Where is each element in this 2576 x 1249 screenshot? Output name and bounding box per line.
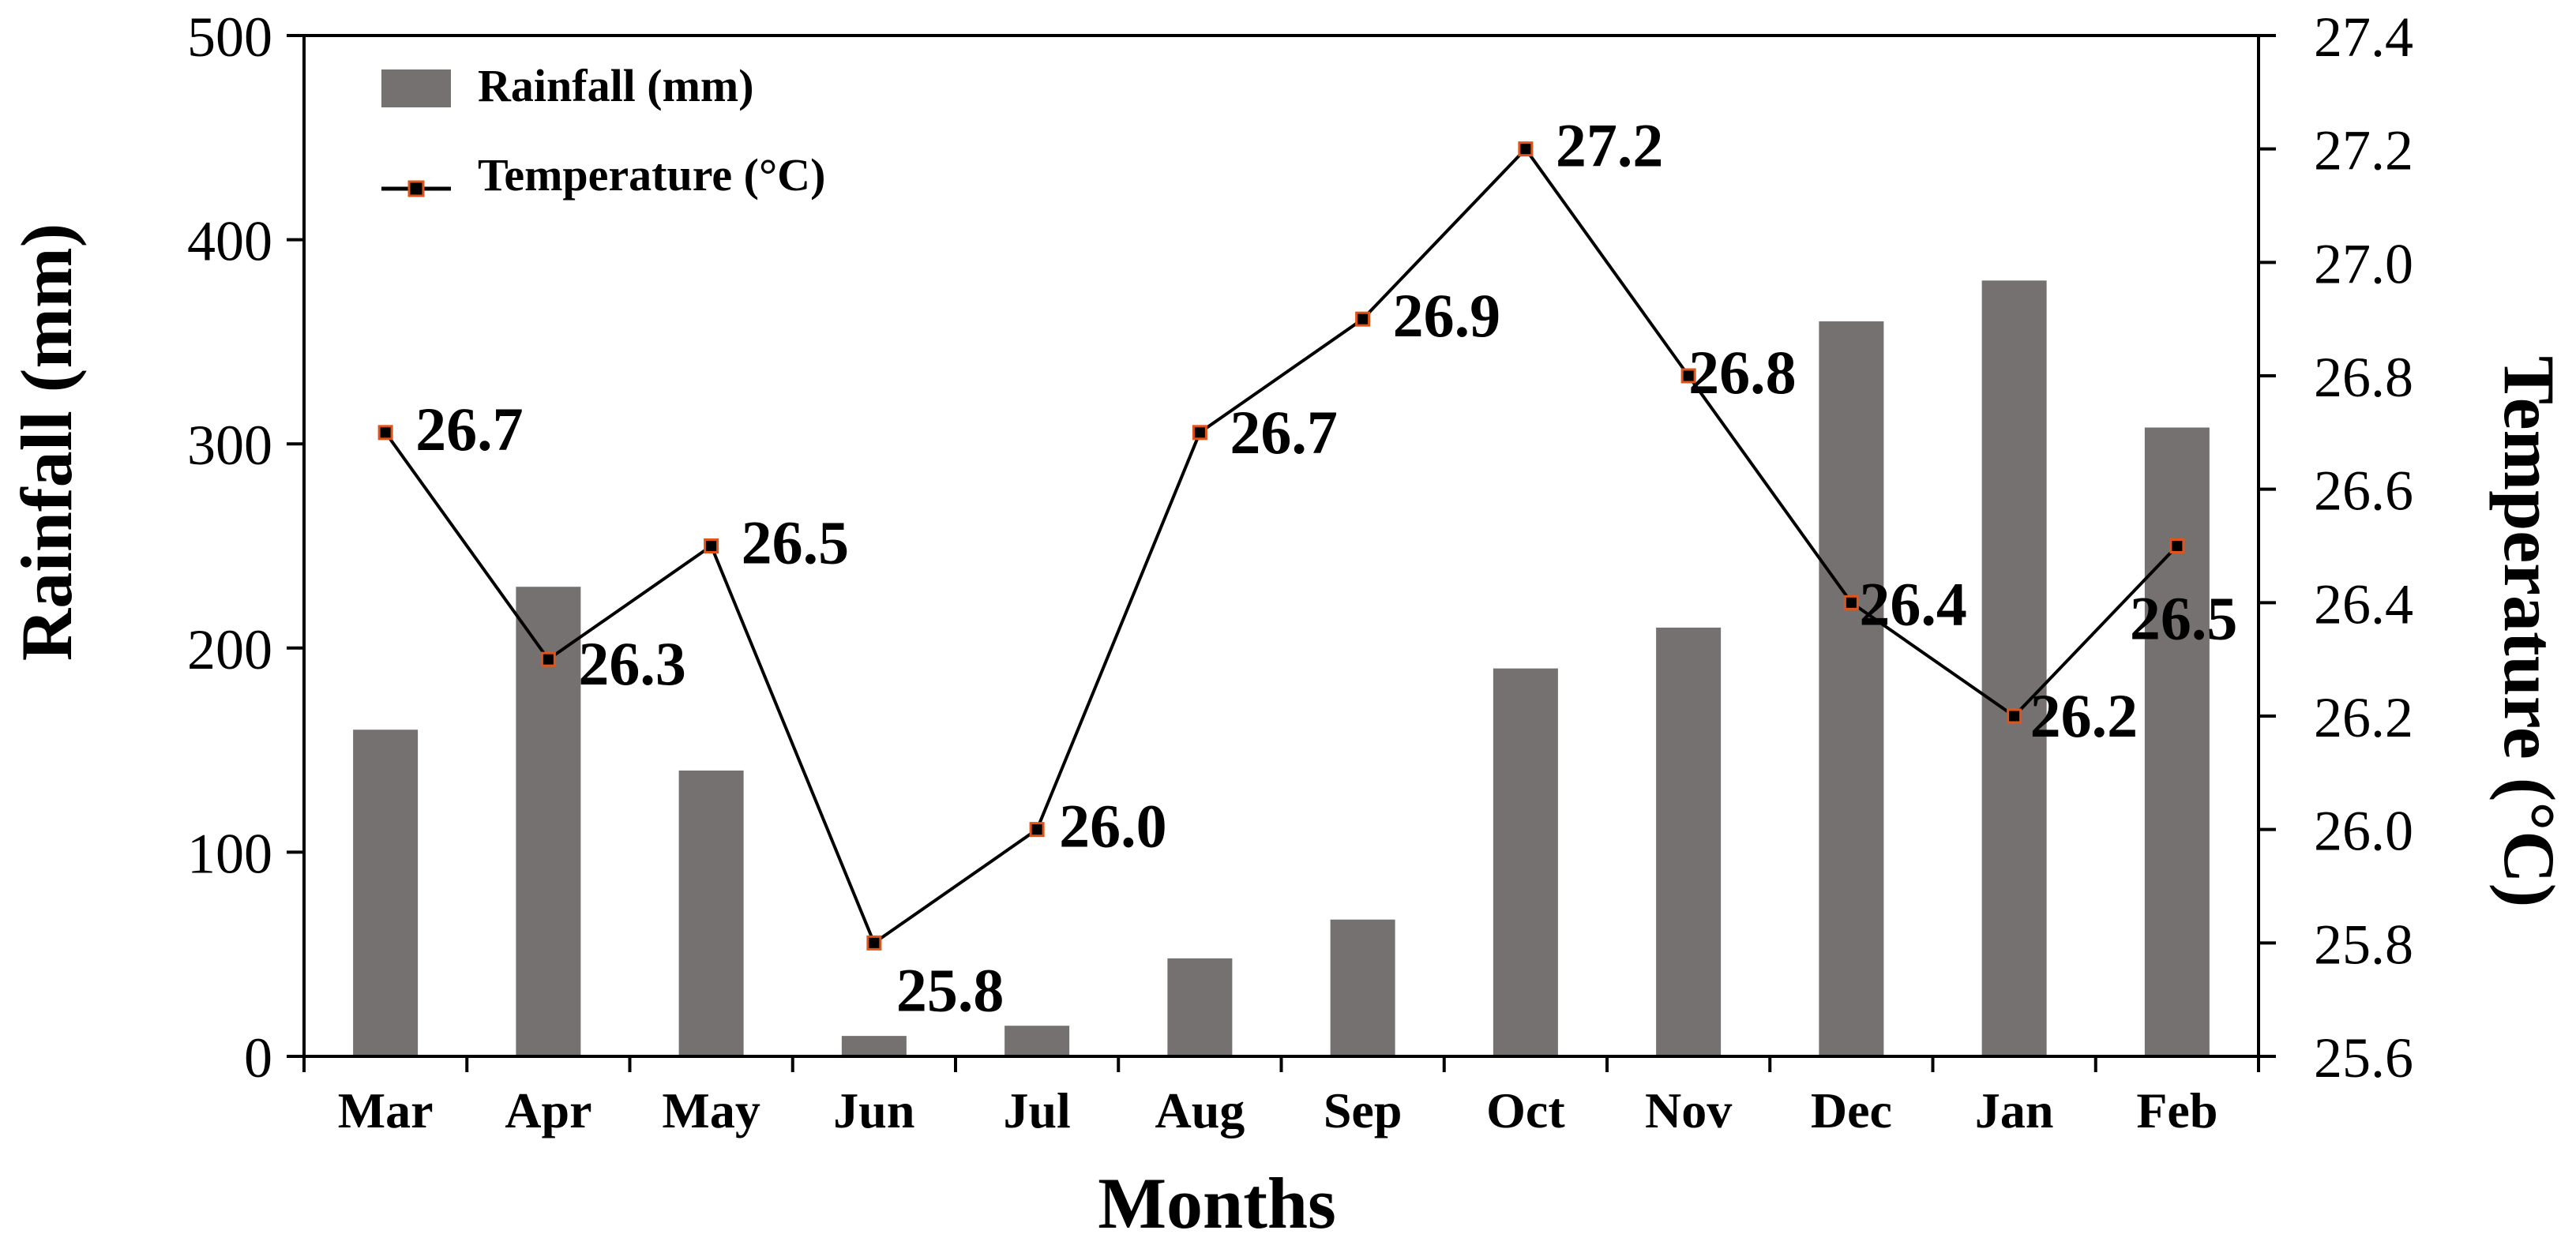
temperature-marker-jan — [2007, 708, 2022, 724]
x-tick-label: Jan — [1975, 1082, 2054, 1138]
x-tick-label: Feb — [2136, 1082, 2217, 1138]
y-tick-label-left: 100 — [187, 822, 272, 885]
y-tick-label-left: 0 — [244, 1026, 272, 1090]
y-axis-title-left: Rainfall (mm) — [6, 223, 87, 661]
temperature-marker-dec — [1843, 594, 1859, 610]
y-tick-label-left: 400 — [187, 210, 272, 273]
y-tick-label-right: 27.0 — [2314, 232, 2413, 295]
legend-temperature-label: Temperature (°C) — [478, 149, 825, 201]
legend-temperature-marker — [407, 180, 425, 197]
x-tick-label: Jun — [833, 1082, 914, 1138]
y-tick-label-right: 25.8 — [2314, 913, 2413, 976]
x-tick-label: Oct — [1486, 1082, 1565, 1138]
legend: Rainfall (mm) Temperature (°C) — [381, 60, 825, 201]
temperature-label-apr: 26.3 — [578, 629, 686, 698]
x-tick-label: Sep — [1324, 1082, 1403, 1138]
rainfall-bar-oct — [1493, 668, 1558, 1056]
temperature-label-jun: 25.8 — [896, 955, 1004, 1024]
y-tick-label-right: 26.4 — [2314, 572, 2413, 636]
rainfall-bar-jul — [1004, 1026, 1070, 1056]
rainfall-bars — [353, 280, 2210, 1056]
x-tick-label: Dec — [1811, 1082, 1892, 1138]
rainfall-bar-sep — [1330, 919, 1395, 1056]
x-tick-label: Nov — [1645, 1082, 1732, 1138]
x-tick-label: Apr — [505, 1082, 591, 1138]
rainfall-bar-jun — [841, 1036, 907, 1056]
temperature-marker-feb — [2169, 538, 2185, 553]
rainfall-bar-nov — [1656, 627, 1722, 1056]
temperature-label-feb: 26.5 — [2130, 584, 2238, 653]
y-tick-label-right: 26.0 — [2314, 800, 2413, 863]
y-tick-label-right: 26.6 — [2314, 459, 2413, 523]
temperature-polyline — [384, 146, 2179, 946]
chart-axes: 0 100 200 300 400 500 25.6 25.8 26.0 26.2 26.4 26.6… — [187, 6, 2413, 1138]
x-tick-label: Aug — [1155, 1082, 1245, 1138]
rainfall-bar-aug — [1167, 958, 1233, 1056]
rainfall-bar-may — [678, 770, 744, 1056]
y-tick-label-right: 26.8 — [2314, 346, 2413, 409]
temperature-label-dec: 26.4 — [1859, 569, 1967, 638]
y-tick-label-right: 26.2 — [2314, 686, 2413, 749]
temperature-label-sep: 26.9 — [1393, 281, 1501, 350]
legend-rainfall-label: Rainfall (mm) — [478, 60, 754, 111]
temperature-label-jan: 26.2 — [2030, 681, 2139, 750]
x-tick-label: Mar — [338, 1082, 434, 1138]
temperature-label-nov: 26.8 — [1688, 338, 1797, 407]
temperature-label-jul: 26.0 — [1059, 792, 1167, 861]
temperature-marker-may — [704, 538, 719, 553]
temperature-marker-mar — [377, 425, 393, 441]
temperature-marker-jun — [866, 935, 882, 951]
y-tick-label-left: 300 — [187, 414, 272, 477]
y-tick-label-left: 200 — [187, 618, 272, 681]
temperature-marker-sep — [1355, 311, 1371, 327]
temperature-marker-nov — [1680, 368, 1696, 384]
rainfall-bar-feb — [2144, 427, 2210, 1056]
temperature-label-oct: 27.2 — [1556, 111, 1664, 180]
temperature-label-aug: 26.7 — [1230, 398, 1338, 467]
x-tick-label: May — [662, 1082, 760, 1138]
y-tick-label-right: 27.2 — [2314, 119, 2413, 182]
temperature-marker-apr — [540, 651, 556, 667]
y-tick-label-right: 27.4 — [2314, 6, 2413, 69]
y-tick-label-right: 25.6 — [2314, 1026, 2413, 1090]
x-tick-label: Jul — [1003, 1082, 1070, 1138]
y-tick-label-left: 500 — [187, 6, 272, 69]
temperature-marker-jul — [1029, 822, 1045, 838]
rainfall-bar-jan — [1981, 280, 2047, 1056]
legend-rainfall-swatch — [381, 69, 451, 107]
y-axis-title-right: Temperature (°C) — [2489, 356, 2570, 908]
temperature-marker-oct — [1518, 141, 1534, 157]
x-axis-title: Months — [1098, 1163, 1336, 1243]
temperature-marker-aug — [1192, 425, 1207, 441]
rainfall-bar-mar — [353, 730, 419, 1056]
temperature-data-labels: 26.7 26.3 26.5 25.8 26.0 26.7 26.9 27.2 26.8 26.4… — [415, 111, 2237, 1025]
temperature-line — [377, 141, 2185, 951]
temperature-label-mar: 26.7 — [415, 395, 524, 463]
rainfall-bar-dec — [1819, 321, 1884, 1056]
temperature-label-may: 26.5 — [742, 508, 850, 577]
